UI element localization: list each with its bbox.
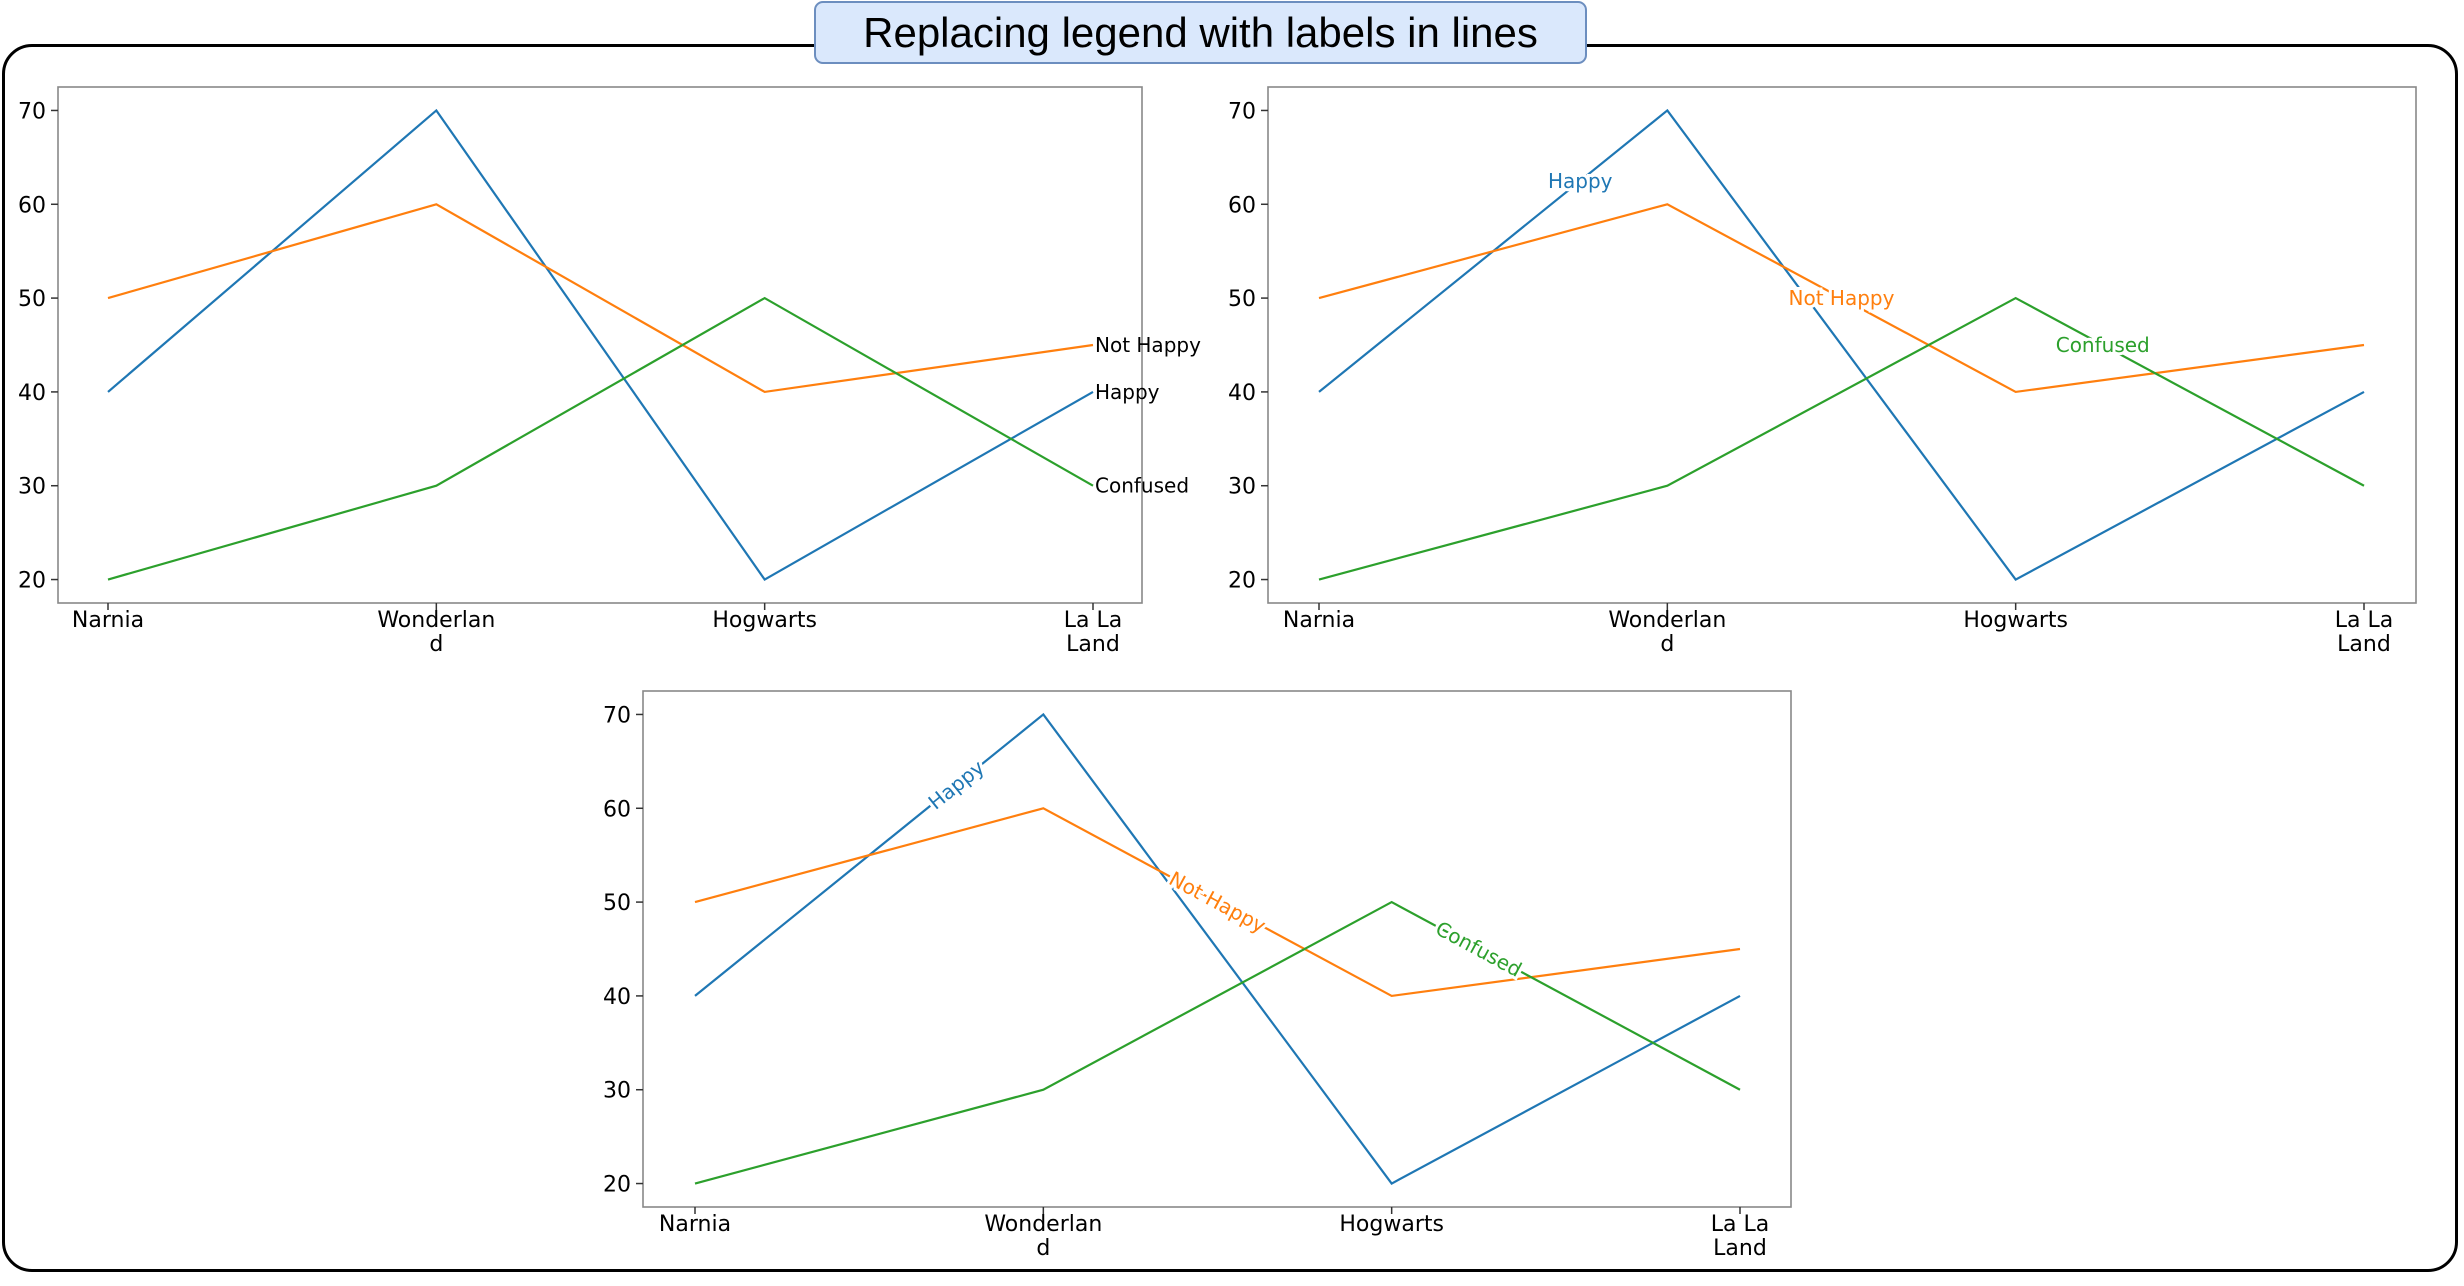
y-tick-label: 40: [1228, 381, 1256, 406]
series-line-confused: [107, 296, 1094, 581]
y-tick-label: 20: [603, 1173, 631, 1198]
line-label-not-happy: Not Happy: [1165, 866, 1270, 937]
y-tick-label: 30: [18, 475, 46, 500]
y-tick-label: 70: [1228, 99, 1256, 124]
subplot-1: 20 30 40 50 60 70 Narnia Wonderlan d Hogwarts La L…: [18, 86, 1201, 657]
line-label-confused: Confused: [2056, 333, 2150, 357]
x-tick-label: Wonderlan d: [984, 1212, 1102, 1261]
line-label-confused: Confused: [1432, 916, 1526, 982]
y-tick-label: 50: [18, 287, 46, 312]
y-tick-label: 40: [603, 985, 631, 1010]
line-label-halo-confused: Confused: [2056, 333, 2150, 357]
subplot-2: 20 30 40 50 60 70 Narnia Wonderlan d Hogwarts La L…: [1228, 86, 2417, 657]
x-tick-label: Hogwarts: [712, 608, 817, 633]
x-tick-label: Narnia: [659, 1212, 731, 1237]
y-tick-label: 60: [18, 193, 46, 218]
line-label-happy: Happy: [1095, 380, 1160, 404]
x-tick-label: Narnia: [72, 608, 144, 633]
plot-frame: [1267, 86, 2417, 604]
series-line-happy: [1318, 108, 2365, 581]
x-tick-label: Hogwarts: [1339, 1212, 1444, 1237]
figure-title-text: Replacing legend with labels in lines: [863, 8, 1538, 56]
line-label-halo-happy: Happy: [1548, 169, 1613, 193]
line-label-not-happy: Not Happy: [1095, 333, 1201, 357]
x-tick-label: Wonderlan d: [377, 608, 495, 657]
line-label-confused: Confused: [1095, 474, 1189, 498]
series-line-confused: [1318, 296, 2365, 581]
y-tick-label: 60: [1228, 193, 1256, 218]
x-tick-label: La La Land: [1711, 1212, 1769, 1261]
y-tick-label: 20: [18, 569, 46, 594]
x-tick-label: Narnia: [1283, 608, 1355, 633]
series-line-happy: [694, 712, 1741, 1185]
y-tick-label: 60: [603, 797, 631, 822]
plot-frame: [642, 690, 1792, 1208]
y-tick-label: 70: [18, 99, 46, 124]
line-label-happy: Happy: [1548, 169, 1613, 193]
series-line-confused: [694, 900, 1741, 1185]
line-label-not-happy: Not Happy: [1789, 286, 1895, 310]
y-tick-label: 50: [1228, 287, 1256, 312]
y-tick-label: 30: [603, 1079, 631, 1104]
subplot-3: 20 30 40 50 60 70 Narnia Wonderlan d Hogwarts La L…: [603, 690, 1792, 1261]
x-tick-label: La La Land: [1064, 608, 1122, 657]
plot-frame: [57, 86, 1143, 604]
series-line-not-happy: [1318, 203, 2365, 394]
x-tick-label: Wonderlan d: [1608, 608, 1726, 657]
figure-title: Replacing legend with labels in lines: [814, 1, 1587, 64]
line-label-halo-not-happy: Not Happy: [1789, 286, 1895, 310]
figure-frame: [2, 44, 2458, 1272]
y-tick-label: 70: [603, 703, 631, 728]
x-tick-label: Hogwarts: [1963, 608, 2068, 633]
series-line-not-happy: [694, 807, 1741, 998]
x-tick-label: La La Land: [2335, 608, 2393, 657]
line-label-happy: Happy: [924, 755, 989, 814]
series-line-not-happy: [107, 203, 1094, 394]
y-tick-label: 50: [603, 891, 631, 916]
y-tick-label: 40: [18, 381, 46, 406]
y-tick-label: 30: [1228, 475, 1256, 500]
y-tick-label: 20: [1228, 569, 1256, 594]
series-line-happy: [107, 108, 1094, 581]
